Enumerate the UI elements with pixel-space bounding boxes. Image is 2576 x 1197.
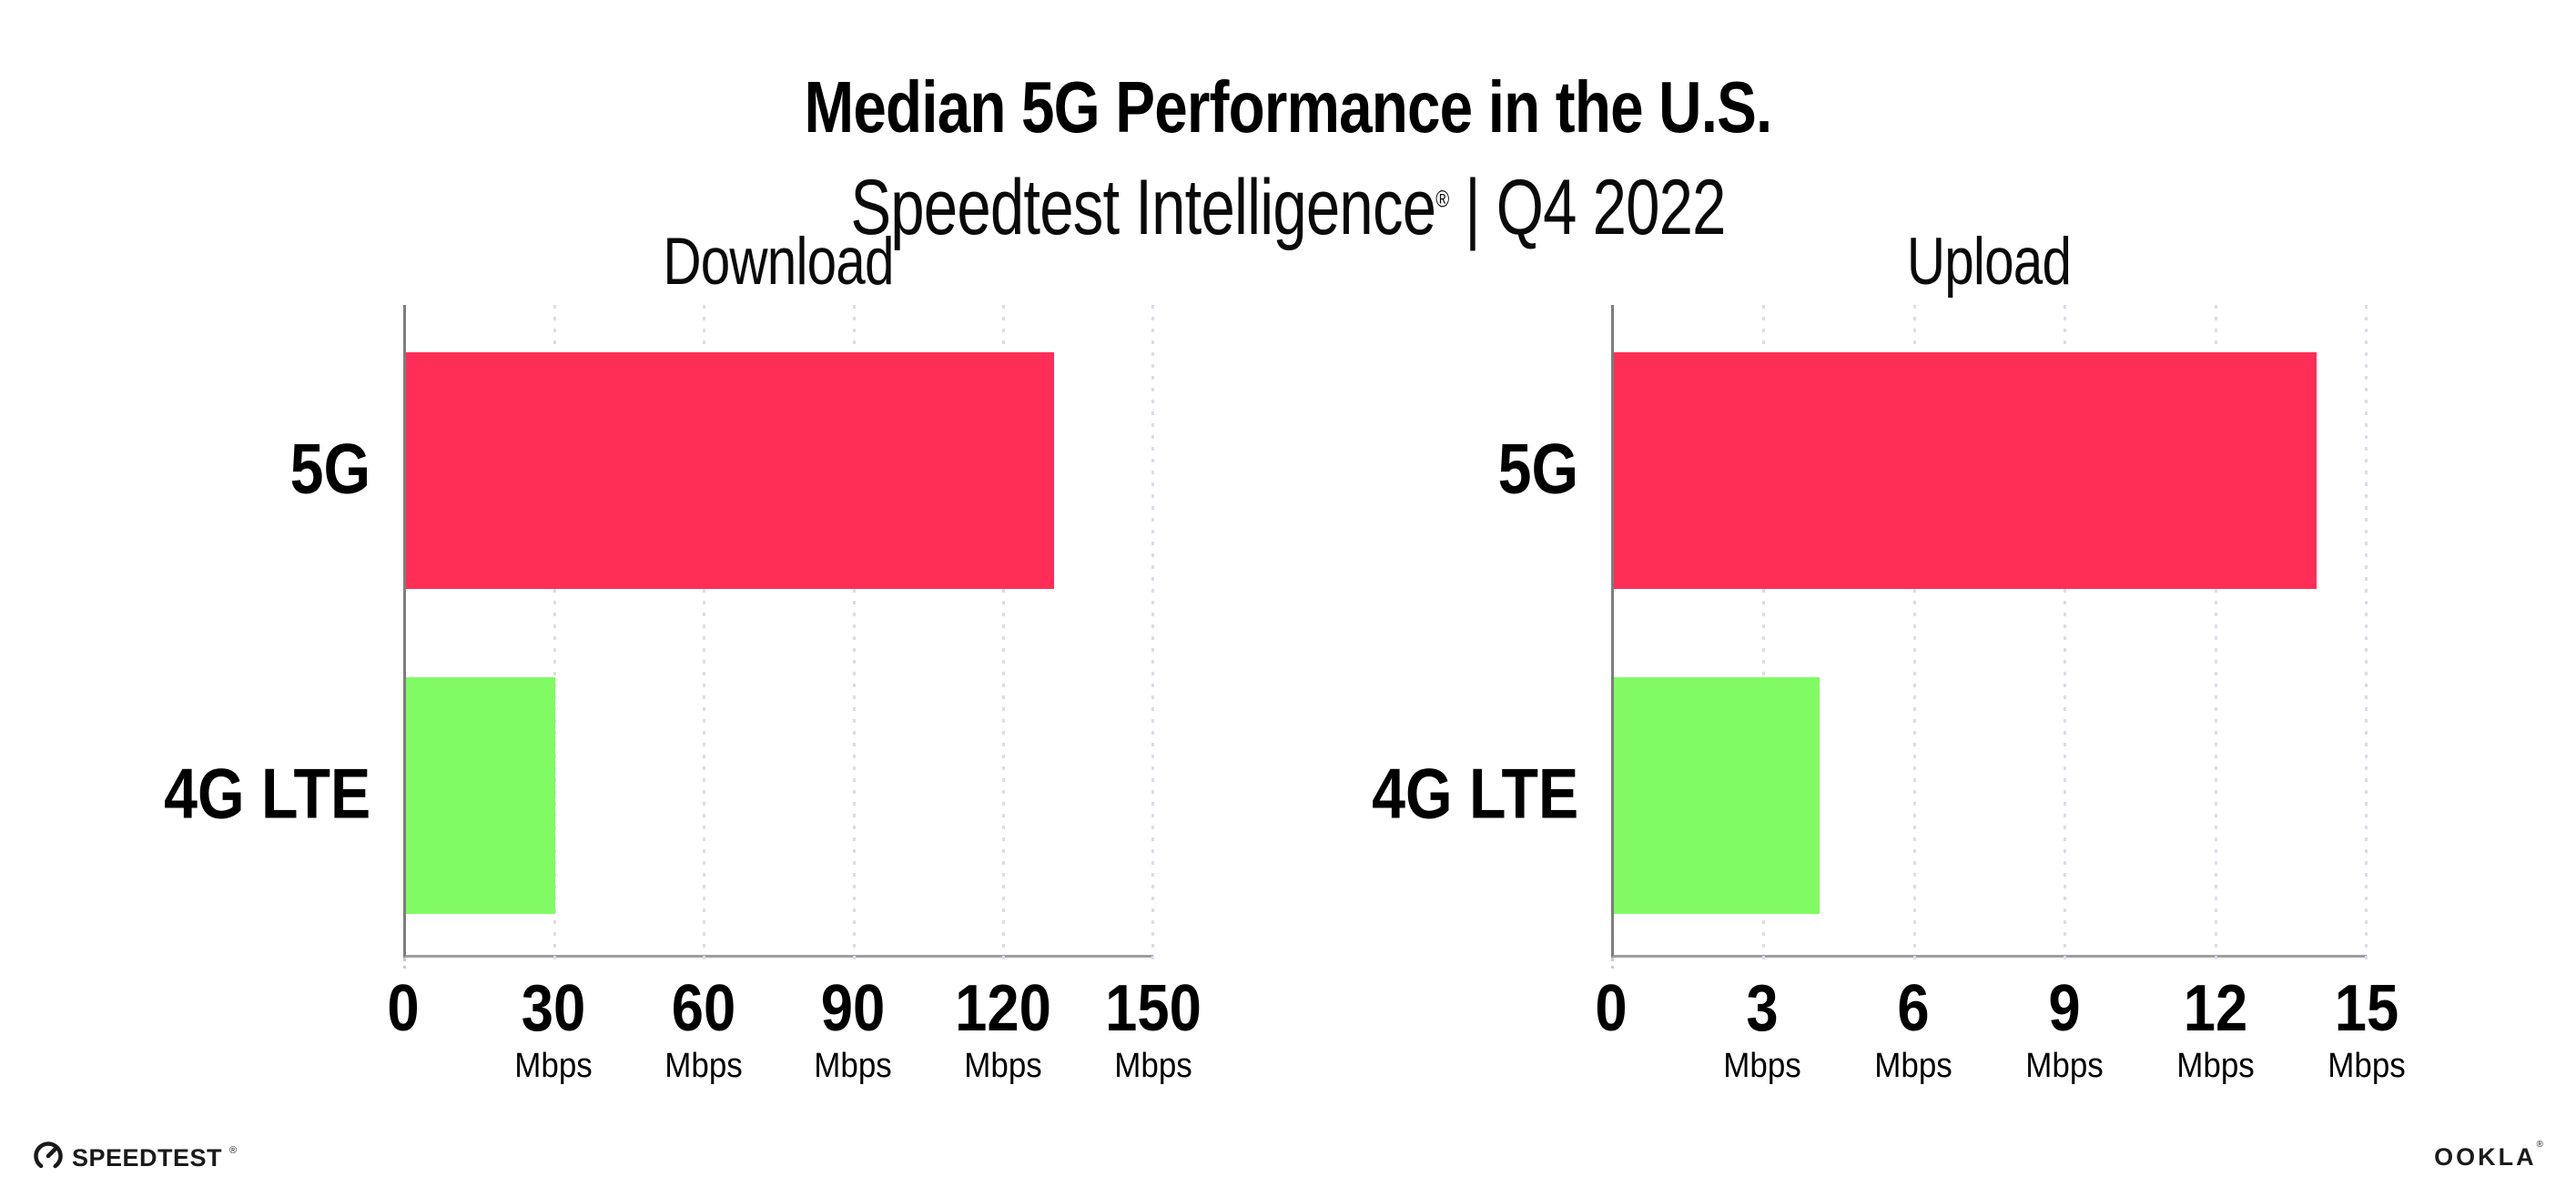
gridline — [703, 305, 706, 967]
gridline — [553, 305, 557, 967]
x-tick-unit: Mbps — [1114, 1047, 1192, 1085]
gridline — [1762, 305, 1766, 967]
x-tick-value: 9 — [2048, 972, 2081, 1045]
x-tick-label: 6 Mbps — [1871, 976, 1956, 1083]
x-tick-value: 120 — [955, 972, 1052, 1045]
speedtest-wordmark: SPEEDTEST — [72, 1144, 223, 1172]
x-tick-value: 0 — [1595, 972, 1628, 1045]
gridline — [2064, 305, 2067, 967]
x-tick-unit: Mbps — [2025, 1047, 2104, 1085]
x-tick-value: 150 — [1105, 972, 1202, 1045]
ookla-wordmark: OOKLA — [2434, 1143, 2537, 1171]
bar-4g-lte — [1614, 677, 1820, 914]
x-tick-label: 3 Mbps — [1720, 976, 1805, 1083]
x-tick-label: 0 — [385, 976, 421, 1041]
x-tick-label: 120 Mbps — [948, 976, 1058, 1083]
subtitle-brand: Speedtest Intelligence — [850, 164, 1436, 252]
bar-5g — [406, 352, 1054, 589]
speedtest-registered-mark: ® — [229, 1144, 238, 1156]
gridline — [2365, 305, 2368, 967]
x-tick-value: 0 — [387, 972, 420, 1045]
x-tick-value: 60 — [671, 972, 735, 1045]
x-tick-unit: Mbps — [2328, 1047, 2406, 1085]
x-tick-unit: Mbps — [1723, 1047, 1801, 1085]
x-tick-value: 15 — [2334, 972, 2399, 1045]
x-tick-value: 30 — [521, 972, 586, 1045]
x-tick-label: 150 Mbps — [1099, 976, 1208, 1083]
page-title: Median 5G Performance in the U.S. — [804, 66, 1773, 147]
x-tick-unit: Mbps — [664, 1047, 743, 1085]
plot-area — [1611, 305, 2368, 969]
ookla-registered-mark: ® — [2536, 1140, 2543, 1150]
x-tick-value: 6 — [1897, 972, 1930, 1045]
x-tick-value: 3 — [1746, 972, 1779, 1045]
gridline — [2214, 305, 2217, 967]
gridline — [1151, 305, 1154, 967]
registered-mark: ® — [1435, 185, 1449, 213]
x-tick-label: 0 — [1593, 976, 1629, 1041]
category-label: 4G LTE — [1371, 753, 1578, 834]
x-tick-unit: Mbps — [964, 1047, 1042, 1085]
axis-tick — [1611, 958, 1614, 969]
x-tick-label: 30 Mbps — [511, 976, 595, 1083]
bar-4g-lte — [406, 677, 556, 914]
plot-area — [403, 305, 1154, 969]
chart-title: Download — [663, 225, 894, 299]
gridline — [852, 305, 856, 967]
speedtest-gauge-icon — [32, 1140, 65, 1177]
category-label: 4G LTE — [163, 753, 370, 834]
x-tick-label: 12 Mbps — [2174, 976, 2258, 1083]
page-subtitle: Speedtest Intelligence® | Q4 2022 — [283, 163, 2292, 253]
x-tick-label: 60 Mbps — [661, 976, 745, 1083]
speedtest-logo: SPEEDTEST ® — [32, 1140, 237, 1177]
chart-title: Upload — [1906, 225, 2072, 299]
x-tick-value: 12 — [2183, 972, 2248, 1045]
ookla-logo: OOKLA ® — [2434, 1140, 2543, 1172]
x-tick-value: 90 — [821, 972, 886, 1045]
x-tick-unit: Mbps — [814, 1047, 893, 1085]
subtitle-period: | Q4 2022 — [1448, 164, 1726, 252]
gridline — [1912, 305, 1916, 967]
x-tick-unit: Mbps — [514, 1047, 593, 1085]
gridline — [1001, 305, 1005, 967]
category-label: 5G — [289, 428, 370, 509]
x-tick-unit: Mbps — [2176, 1047, 2255, 1085]
x-tick-label: 15 Mbps — [2325, 976, 2409, 1083]
bar-5g — [1614, 352, 2317, 589]
category-label: 5G — [1497, 428, 1578, 509]
axis-tick — [403, 958, 406, 969]
x-tick-unit: Mbps — [1874, 1047, 1952, 1085]
x-tick-label: 9 Mbps — [2023, 976, 2107, 1083]
x-tick-label: 90 Mbps — [811, 976, 896, 1083]
